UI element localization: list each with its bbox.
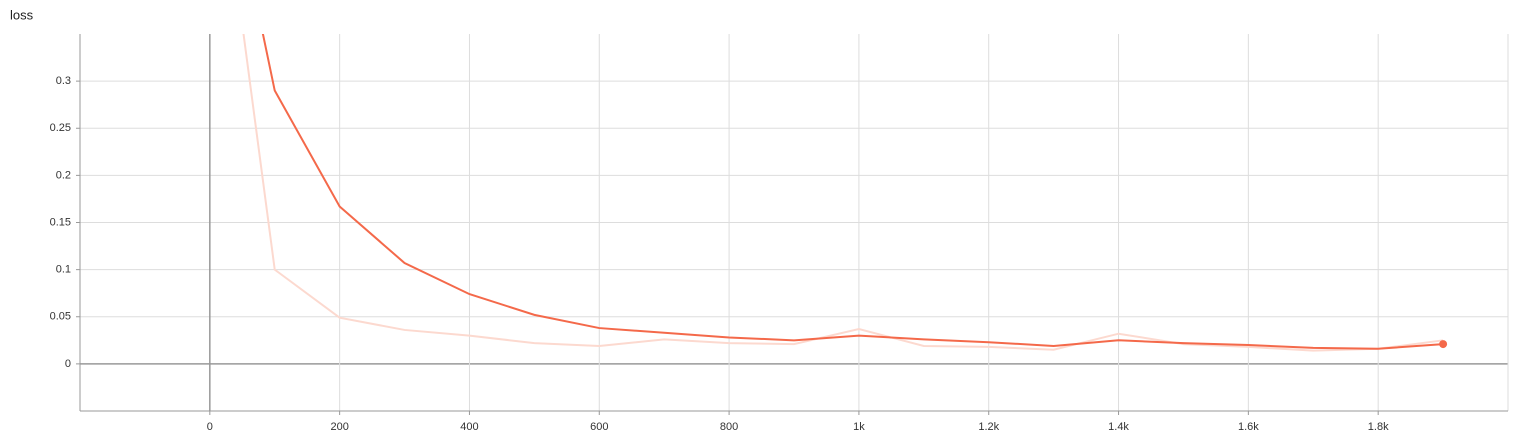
series-line [242, 34, 1444, 352]
x-tick-label: 1.2k [978, 421, 999, 433]
last-point [1439, 340, 1448, 349]
series-line [261, 34, 1444, 350]
x-tick-label: 200 [330, 421, 348, 433]
x-tick-label: 1.8k [1368, 421, 1389, 433]
plot [242, 34, 1448, 352]
y-tick-label: 0.15 [50, 216, 71, 228]
y-tick-label: 0 [65, 358, 71, 370]
y-tick-label: 0.1 [56, 264, 71, 276]
x-tick-label: 600 [590, 421, 608, 433]
x-tick-label: 1.6k [1238, 421, 1259, 433]
x-tick-label: 400 [460, 421, 478, 433]
x-tick-label: 800 [720, 421, 738, 433]
x-tick-label: 0 [207, 421, 213, 433]
x-tick-label: 1.4k [1108, 421, 1129, 433]
chart-title: loss [10, 7, 34, 22]
x-tick-label: 1k [853, 421, 865, 433]
y-tick-label: 0.3 [56, 75, 71, 87]
y-tick-label: 0.25 [50, 122, 71, 134]
y-tick-label: 0.05 [50, 311, 71, 323]
y-tick-label: 0.2 [56, 169, 71, 181]
